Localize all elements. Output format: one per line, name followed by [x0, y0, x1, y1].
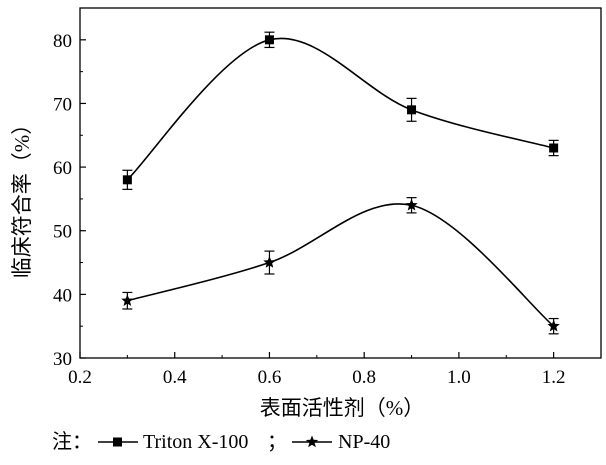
x-tick-label: 1.2 [542, 367, 566, 388]
y-tick-label: 70 [53, 94, 72, 115]
legend: 注： Triton X-100 ； NP-40 [52, 430, 390, 453]
y-tick-label: 60 [53, 158, 72, 179]
y-tick-label: 40 [53, 285, 72, 306]
legend-label-triton: Triton X-100 [143, 431, 248, 453]
legend-prefix: 注： [52, 430, 92, 453]
plot-frame [79, 7, 602, 359]
series-np40 [121, 197, 560, 335]
y-axis-ticks: 30 40 50 60 70 80 [53, 31, 86, 370]
data-point-np40 [263, 256, 276, 268]
series-line-triton [126, 37, 554, 181]
x-tick-label: 1.0 [447, 367, 471, 388]
x-tick-label: 0.4 [163, 367, 187, 388]
x-tick-label: 0.2 [68, 367, 92, 388]
legend-label-np40: NP-40 [338, 431, 390, 453]
legend-marker-np40 [305, 435, 319, 448]
data-point-np40 [405, 198, 418, 211]
series-line-np40 [127, 203, 555, 327]
data-point-np40 [547, 319, 560, 332]
series-layer [121, 31, 560, 335]
data-point-triton [549, 143, 559, 153]
y-tick-label: 50 [53, 222, 72, 243]
data-point-triton [264, 35, 274, 45]
x-tick-label: 0.8 [352, 367, 376, 388]
y-tick-label: 80 [53, 31, 72, 52]
plot-border [79, 7, 602, 359]
data-point-triton [407, 105, 417, 115]
x-axis-title: 表面活性剂（%） [260, 396, 425, 420]
y-axis-title: 临床符合率（%） [10, 114, 34, 279]
x-axis-ticks: 0.2 0.4 0.6 0.8 1.0 1.2 [68, 352, 566, 388]
y-tick-label: 30 [53, 349, 72, 370]
x-tick-label: 0.6 [258, 367, 282, 388]
data-point-triton [122, 175, 132, 185]
legend-marker-triton [113, 437, 122, 447]
series-triton [122, 31, 559, 190]
legend-separator: ； [267, 431, 287, 453]
data-point-np40 [121, 294, 134, 306]
